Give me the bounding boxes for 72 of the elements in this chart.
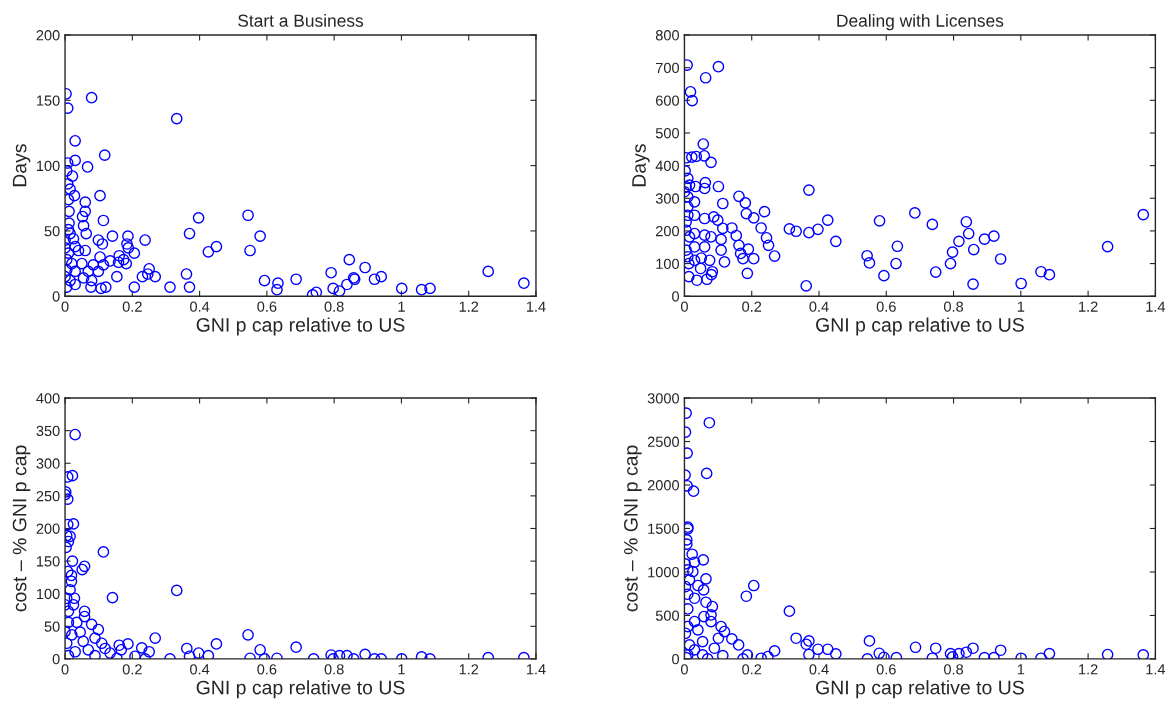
x-tick-label: 1	[1017, 664, 1025, 675]
y-axis-title: cost – % GNI p cap	[623, 445, 642, 612]
x-tick-label: 0.8	[324, 301, 344, 312]
y-tick-label: 800	[655, 30, 680, 41]
x-tick-label: 1.4	[526, 301, 546, 312]
x-axis-title: GNI p cap relative to US	[816, 317, 1024, 336]
x-tick-label: 1.2	[1079, 664, 1098, 675]
y-tick-label: 400	[655, 160, 680, 172]
y-tick-label: 0	[52, 654, 60, 665]
y-tick-label: 300	[36, 458, 60, 469]
x-axis-title: GNI p cap relative to US	[196, 680, 405, 699]
x-tick-label: 1.2	[459, 664, 479, 675]
y-tick-label: 2000	[647, 480, 680, 491]
y-tick-label: 100	[36, 160, 60, 172]
x-tick-label: 0	[680, 301, 688, 312]
x-tick-label: 0.8	[943, 664, 964, 675]
y-tick-label: 300	[655, 193, 680, 204]
x-tick-label: 1.4	[526, 664, 546, 675]
x-tick-label: 1.4	[1146, 301, 1166, 312]
x-tick-label: 1.2	[459, 301, 479, 312]
y-axis-title: cost – % GNI p cap	[12, 445, 31, 612]
x-tick-label: 0.2	[742, 664, 762, 675]
y-tick-label: 200	[36, 523, 60, 534]
x-tick-label: 0.4	[809, 664, 829, 675]
x-tick-label: 0.4	[809, 301, 829, 312]
y-axis-title: Days	[632, 144, 650, 187]
x-tick-label: 0.2	[742, 301, 762, 312]
x-tick-label: 0.2	[122, 301, 142, 312]
y-tick-label: 150	[36, 556, 60, 567]
y-tick-label: 500	[655, 128, 680, 139]
y-tick-label: 100	[656, 258, 680, 270]
x-axis-title: GNI p cap relative to US	[196, 317, 405, 336]
x-tick-label: 0.6	[257, 664, 277, 675]
y-tick-label: 50	[44, 226, 60, 237]
y-tick-label: 100	[36, 588, 60, 600]
y-tick-label: 150	[36, 95, 60, 106]
y-tick-label: 200	[36, 30, 60, 41]
y-tick-label: 0	[672, 291, 680, 302]
x-tick-label: 0.8	[324, 664, 344, 675]
x-tick-label: 1.2	[1079, 301, 1098, 312]
y-axis-title: Days	[12, 144, 31, 187]
y-tick-label: 1000	[648, 567, 680, 578]
y-tick-label: 500	[655, 610, 680, 621]
x-tick-label: 0	[61, 664, 69, 675]
x-tick-label: 0.2	[122, 664, 142, 675]
y-tick-label: 2500	[647, 436, 680, 447]
x-tick-label: 1	[398, 664, 405, 675]
y-tick-label: 1500	[648, 523, 680, 534]
x-tick-label: 0	[680, 664, 688, 675]
x-tick-label: 0.6	[876, 664, 896, 675]
x-tick-label: 1	[398, 301, 405, 312]
x-tick-label: 0.6	[876, 301, 896, 312]
y-tick-label: 700	[656, 62, 680, 74]
y-tick-label: 50	[44, 621, 60, 632]
x-tick-label: 0.6	[257, 301, 277, 312]
y-tick-label: 350	[36, 425, 60, 437]
y-tick-label: 3000	[647, 393, 680, 404]
x-axis-title: GNI p cap relative to US	[816, 680, 1024, 699]
x-tick-label: 0.4	[190, 664, 210, 675]
y-tick-label: 200	[655, 226, 680, 237]
y-tick-label: 0	[672, 654, 680, 665]
y-tick-label: 250	[36, 490, 60, 502]
chart-title: Dealing with Licenses	[837, 14, 1004, 31]
chart-title: Start a Business	[238, 14, 364, 27]
x-tick-label: 0	[61, 301, 69, 312]
y-tick-label: 600	[656, 95, 680, 106]
x-tick-label: 0.8	[943, 301, 964, 312]
x-tick-label: 0.4	[190, 301, 210, 312]
y-tick-label: 0	[52, 291, 60, 302]
x-tick-label: 1.4	[1146, 664, 1166, 675]
y-tick-label: 400	[36, 393, 60, 404]
x-tick-label: 1	[1017, 301, 1025, 312]
